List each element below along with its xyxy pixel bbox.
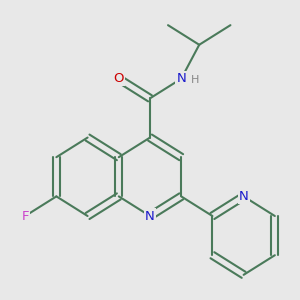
Text: N: N <box>145 209 155 223</box>
Text: O: O <box>113 72 124 85</box>
Text: N: N <box>176 72 186 85</box>
Text: F: F <box>21 209 29 223</box>
Text: N: N <box>239 190 248 203</box>
Text: H: H <box>190 75 199 85</box>
